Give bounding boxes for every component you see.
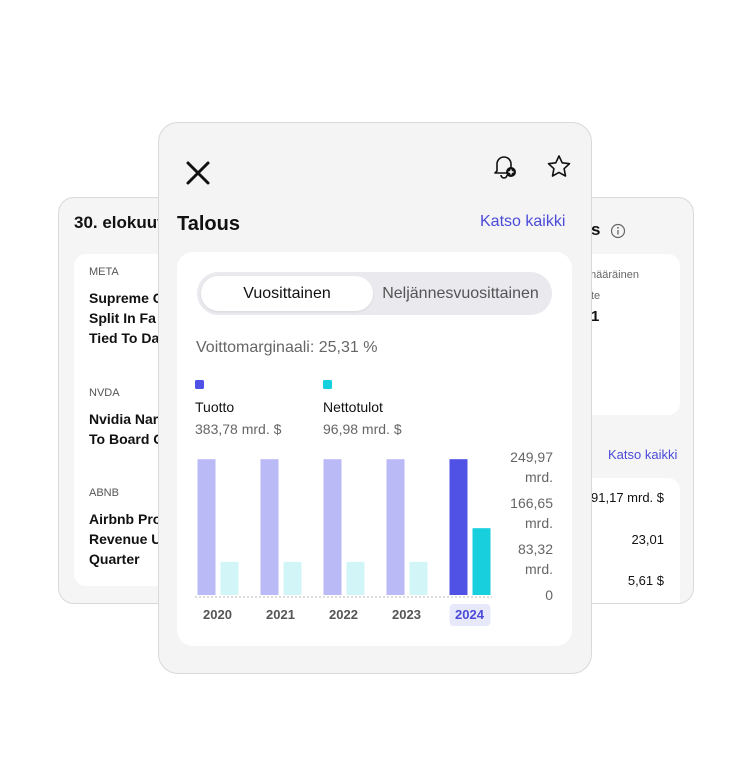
y-tick-label: 83,32 mrd. <box>518 541 553 577</box>
x-tick-label: 2023 <box>392 607 421 622</box>
bar <box>386 459 405 595</box>
bar <box>283 561 302 595</box>
news-headline[interactable]: Revenue U <box>89 531 162 547</box>
x-tick-label: 2021 <box>266 607 295 622</box>
news-headline[interactable]: To Board C <box>89 431 164 447</box>
legend-swatch <box>195 380 204 389</box>
y-tick-label: 249,97 mrd. <box>510 449 553 485</box>
news-ticker[interactable]: ABNB <box>89 487 119 499</box>
news-ticker[interactable]: META <box>89 266 119 278</box>
legend-swatch <box>323 380 332 389</box>
bar <box>197 459 216 595</box>
bar <box>220 561 239 595</box>
y-tick-label: 0 <box>545 587 553 603</box>
bar <box>472 528 491 595</box>
news-headline[interactable]: Supreme C <box>89 290 163 306</box>
section-title: Talous <box>177 213 240 235</box>
tab-bar: Vuosittainen Neljännesvuosittainen <box>197 272 552 315</box>
info-icon[interactable] <box>610 223 626 239</box>
bar <box>323 459 342 595</box>
stat-value: 5,61 $ <box>627 573 664 588</box>
legend-value: 383,78 mrd. $ <box>195 421 282 437</box>
stat-value: 291,17 mrd. $ <box>583 490 664 505</box>
news-ticker[interactable]: NVDA <box>89 387 120 399</box>
close-button[interactable] <box>184 159 212 187</box>
stats-label: te <box>591 290 601 302</box>
legend-name: Tuotto <box>195 399 234 415</box>
x-tick-label: 2022 <box>329 607 358 622</box>
tab[interactable]: Vuosittainen <box>201 276 373 311</box>
news-headline[interactable]: Nvidia Nar <box>89 411 159 427</box>
see-all-link[interactable]: Katso kaikki <box>480 213 566 230</box>
x-tick-label: 2024 <box>455 607 485 622</box>
bar <box>449 459 468 595</box>
metric: Voittomarginaali: 25,31 % <box>196 339 378 356</box>
favorite-button[interactable] <box>545 153 573 181</box>
right-link[interactable]: Katso kaikki <box>608 447 678 462</box>
right-card-title: s <box>591 220 601 239</box>
stats-subtitle: määräinen <box>587 269 639 281</box>
bar <box>260 459 279 595</box>
stats-value: 1 <box>591 308 600 325</box>
news-headline[interactable]: Tied To Da <box>89 330 160 346</box>
tab[interactable]: Neljännesvuosittainen <box>382 285 539 302</box>
news-headline[interactable]: Airbnb Pro <box>89 511 162 527</box>
left-card-title: 30. elokuut <box>74 213 163 232</box>
stat-value: 23,01 <box>631 532 664 547</box>
selected-category <box>449 604 491 626</box>
x-tick-label: 2020 <box>203 607 232 622</box>
alert-button[interactable] <box>491 152 519 180</box>
legend-name: Nettotulot <box>323 399 383 415</box>
chart-panel <box>177 252 572 646</box>
bar <box>409 561 428 595</box>
news-headline[interactable]: Quarter <box>89 551 140 567</box>
news-headline[interactable]: Split In Fa <box>89 310 156 326</box>
y-tick-label: 166,65 mrd. <box>510 495 553 531</box>
bar <box>346 561 365 595</box>
legend-value: 96,98 mrd. $ <box>323 421 402 437</box>
